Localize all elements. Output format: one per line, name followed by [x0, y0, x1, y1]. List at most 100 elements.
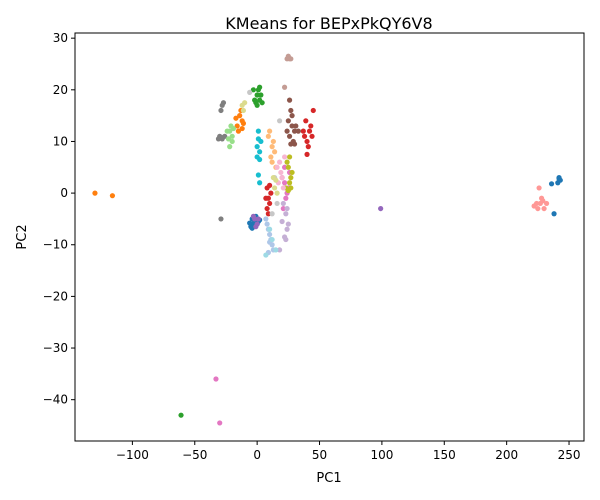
y-tick-label: −10 [43, 238, 68, 252]
data-point [291, 141, 298, 147]
x-tick-label: 0 [253, 448, 261, 462]
cluster-7 [215, 100, 228, 222]
data-point [303, 118, 309, 124]
cluster-16 [274, 154, 288, 191]
data-point [306, 128, 313, 134]
y-axis-label: PC2 [15, 224, 30, 249]
data-point [548, 181, 555, 187]
data-point [280, 200, 286, 207]
data-point [217, 420, 223, 426]
data-point [268, 154, 274, 160]
data-point [250, 213, 256, 219]
data-point [257, 84, 263, 90]
data-point [541, 205, 547, 212]
cluster-18 [239, 100, 280, 196]
data-point [281, 180, 288, 186]
data-point [220, 100, 227, 106]
data-point [285, 118, 291, 124]
data-point [247, 220, 253, 226]
data-point [289, 123, 295, 129]
data-point [218, 216, 224, 222]
data-point [279, 218, 285, 225]
data-point [264, 205, 270, 212]
y-tick-label: 0 [60, 186, 68, 200]
y-tick-label: −20 [43, 289, 68, 303]
cluster-15 [281, 53, 294, 90]
data-point [265, 211, 271, 217]
data-point [224, 128, 230, 134]
data-point [283, 195, 289, 201]
data-point [288, 141, 294, 147]
data-point [265, 133, 271, 139]
data-point [555, 180, 561, 186]
data-point [310, 107, 316, 114]
x-axis-label: PC1 [316, 471, 341, 486]
data-point [258, 92, 264, 98]
data-point [285, 164, 291, 170]
data-point [540, 198, 546, 204]
x-tick-label: 150 [433, 448, 456, 462]
y-tick-label: 10 [53, 134, 68, 148]
data-point [263, 216, 269, 222]
cluster-2 [178, 84, 265, 418]
data-point [272, 149, 278, 155]
data-point [285, 187, 291, 194]
x-tick-label: 250 [558, 448, 581, 462]
data-point [304, 151, 310, 157]
data-point [255, 172, 261, 178]
data-point [254, 144, 260, 150]
data-point [254, 92, 260, 98]
data-point [235, 128, 242, 134]
data-point [274, 190, 280, 196]
data-point [270, 138, 276, 145]
cluster-9 [254, 128, 264, 186]
data-point [284, 56, 290, 62]
data-point [281, 154, 288, 160]
data-point [284, 205, 290, 212]
data-point [267, 231, 273, 238]
data-point [288, 175, 294, 181]
data-point [178, 412, 184, 418]
data-point [274, 164, 280, 170]
cluster-3 [263, 107, 316, 217]
data-point [273, 247, 279, 253]
data-point [286, 133, 293, 139]
data-point [535, 205, 541, 212]
data-point [230, 125, 237, 132]
data-point [268, 190, 274, 196]
data-point [276, 159, 283, 165]
data-point [257, 180, 263, 186]
cluster-6 [213, 164, 293, 426]
data-point [109, 193, 116, 199]
x-tick-label: 100 [370, 448, 393, 462]
data-point [288, 56, 294, 62]
data-point [247, 89, 253, 95]
data-point [254, 221, 260, 227]
data-point [305, 144, 311, 150]
data-point [276, 118, 283, 124]
data-point [269, 159, 275, 165]
data-point [280, 205, 286, 212]
data-point [280, 185, 286, 191]
plot-frame [74, 32, 585, 442]
data-point [263, 252, 269, 258]
cluster-4 [250, 205, 384, 230]
data-point [274, 200, 280, 207]
data-point [267, 128, 273, 134]
data-point [301, 133, 308, 139]
chart-title: KMeans for BEPxPkQY6V8 [225, 14, 432, 33]
data-point [278, 169, 284, 176]
data-point [254, 102, 260, 108]
data-point [378, 205, 384, 212]
data-point [263, 195, 269, 201]
data-point [233, 115, 239, 121]
data-point [269, 144, 275, 150]
data-point [284, 128, 290, 134]
data-point [304, 138, 310, 145]
y-tick-label: 30 [53, 31, 68, 45]
data-point [227, 144, 233, 150]
data-point [308, 123, 314, 129]
data-point [92, 190, 98, 196]
data-point [215, 136, 222, 142]
